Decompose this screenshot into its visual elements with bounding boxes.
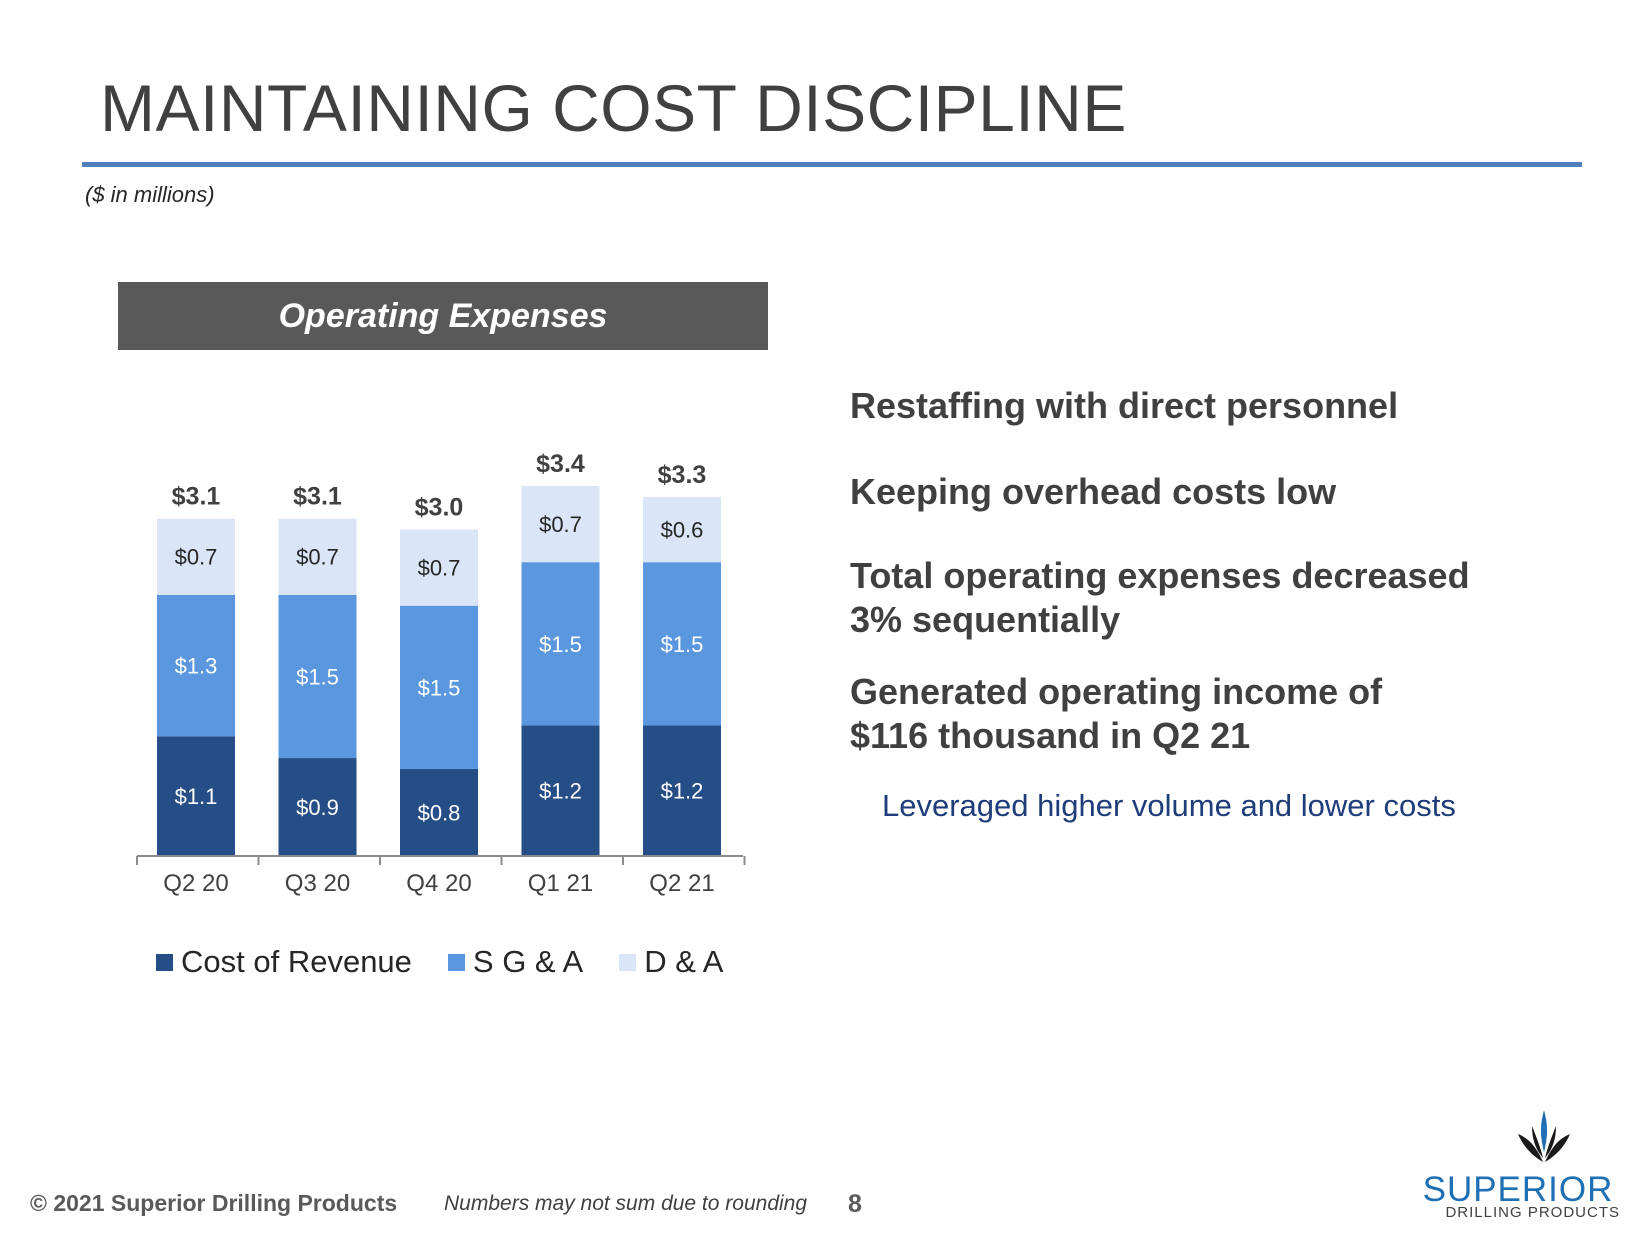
data-label-q2-21-series-1: $1.5 — [661, 632, 704, 657]
bar-q1-21-series-0 — [521, 725, 600, 856]
bar-q2-21-series-2 — [643, 496, 721, 563]
footer-copyright: © 2021 Superior Drilling Products — [30, 1190, 398, 1216]
bar-q2-20-series-0 — [157, 736, 235, 856]
total-label-q2-21: $3.3 — [658, 461, 707, 489]
legend-label-sga: S G & A — [472, 944, 584, 979]
x-tick-label-q1-21: Q1 21 — [528, 870, 593, 897]
data-label-q3-20-series-1: $1.5 — [296, 664, 339, 689]
bar-q1-21-series-2 — [521, 486, 600, 563]
data-label-q2-20-series-1: $1.3 — [175, 654, 218, 679]
page-number: 8 — [848, 1190, 862, 1218]
bar-q1-21-series-1 — [521, 562, 600, 726]
total-label-q4-20: $3.0 — [415, 494, 464, 522]
x-tick-label-q3-20: Q3 20 — [285, 870, 350, 897]
bar-q2-20-series-2 — [157, 518, 235, 595]
bullet-total-opex: Total operating expenses decreased 3% se… — [850, 555, 1470, 640]
bullet-restaffing: Restaffing with direct personnel — [850, 385, 1399, 426]
sub-bullet-leverage: Leveraged higher volume and lower costs — [882, 788, 1456, 823]
company-logo: SUPERIOR DRILLING PRODUCTS — [1408, 1108, 1628, 1224]
data-label-q2-21-series-2: $0.6 — [661, 518, 704, 543]
slide-title: MAINTAINING COST DISCIPLINE — [100, 71, 1127, 145]
legend-swatch-da — [619, 953, 637, 971]
total-label-q1-21: $3.4 — [536, 450, 585, 478]
bar-q3-20-series-2 — [278, 518, 357, 595]
legend-swatch-cost-of-revenue — [156, 953, 173, 971]
bar-q4-20-series-2 — [400, 529, 478, 606]
bar-q3-20-series-0 — [278, 758, 357, 856]
chart-legend: Cost of Revenue S G & A D & A — [156, 944, 759, 980]
bar-q2-21-series-0 — [643, 725, 721, 856]
bar-q2-21-series-1 — [643, 562, 721, 726]
data-label-q2-20-series-0: $1.1 — [175, 784, 218, 809]
total-label-q2-20: $3.1 — [172, 483, 221, 511]
legend-label-da: D & A — [644, 944, 724, 979]
units-note: ($ in millions) — [85, 182, 215, 207]
bullet-operating-income: Generated operating income of $116 thous… — [850, 671, 1383, 756]
chart-header: Operating Expenses — [118, 282, 768, 350]
logo-wordmark: SUPERIOR — [1422, 1170, 1614, 1209]
data-label-q3-20-series-0: $0.9 — [296, 795, 339, 820]
bar-q4-20-series-0 — [400, 768, 478, 856]
data-label-q4-20-series-1: $1.5 — [418, 675, 461, 700]
title-rule — [82, 162, 1582, 167]
legend-item-cost-of-revenue: Cost of Revenue — [156, 944, 412, 980]
x-tick-label-q2-20: Q2 20 — [163, 870, 228, 897]
x-tick-label-q4-20: Q4 20 — [406, 870, 471, 897]
bar-q2-20-series-1 — [157, 594, 235, 737]
bar-q3-20-series-1 — [278, 594, 357, 759]
footer-rounding-note: Numbers may not sum due to rounding — [444, 1192, 808, 1215]
drill-bit-logo-icon — [1518, 1110, 1570, 1162]
legend-swatch-sga — [447, 953, 465, 971]
data-label-q3-20-series-2: $0.7 — [296, 545, 339, 570]
x-tick-label-q2-21: Q2 21 — [649, 870, 714, 897]
data-label-q4-20-series-0: $0.8 — [418, 800, 461, 825]
bullet-overhead: Keeping overhead costs low — [850, 471, 1337, 512]
data-label-q2-20-series-2: $0.7 — [175, 545, 218, 570]
total-label-q3-20: $3.1 — [293, 483, 342, 511]
legend-item-da: D & A — [619, 944, 723, 980]
data-label-q1-21-series-1: $1.5 — [539, 632, 582, 657]
data-label-q2-21-series-0: $1.2 — [661, 779, 704, 804]
bar-q4-20-series-1 — [400, 605, 478, 769]
legend-label-cost-of-revenue: Cost of Revenue — [181, 944, 412, 979]
data-label-q1-21-series-0: $1.2 — [539, 779, 582, 804]
data-label-q4-20-series-2: $0.7 — [418, 556, 461, 581]
logo-subtitle: DRILLING PRODUCTS — [1445, 1204, 1620, 1221]
legend-item-sga: S G & A — [447, 944, 584, 980]
data-label-q1-21-series-2: $0.7 — [539, 512, 582, 537]
